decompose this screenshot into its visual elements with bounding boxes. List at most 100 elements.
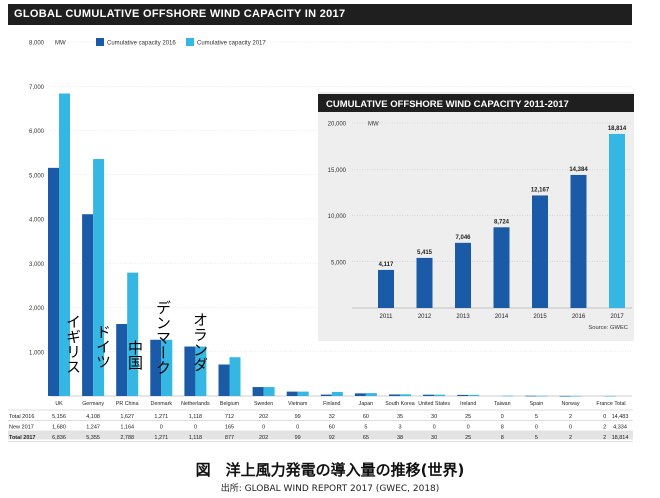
- x-tick-label: Finland: [323, 401, 340, 407]
- table-cell: 2: [569, 414, 572, 420]
- inset-bar-2017: [609, 133, 625, 308]
- x-tick-label: Belgium: [220, 401, 240, 407]
- bar-taiwan-2017: [502, 395, 514, 397]
- table-cell: 60: [363, 414, 369, 420]
- inset-y-tick-label: 15,000: [328, 168, 347, 174]
- bar-sweden-2017: [263, 387, 275, 396]
- bar-germany-2017: [93, 159, 105, 396]
- table-cell: 2: [603, 435, 606, 441]
- x-tick-label: PR China: [116, 401, 139, 407]
- table-cell: 4,108: [86, 414, 100, 420]
- bar-vietnam-2017: [297, 391, 309, 396]
- table-cell: 1,627: [120, 414, 134, 420]
- inset-chart: CUMULATIVE OFFSHORE WIND CAPACITY 2011-2…: [318, 92, 634, 341]
- bar-sweden-2016: [252, 387, 264, 396]
- table-cell: 1,118: [189, 435, 202, 441]
- table-cell: 2: [603, 425, 606, 431]
- table-cell: 92: [329, 435, 335, 441]
- table-cell: 0: [603, 414, 606, 420]
- table-cell: 202: [259, 414, 268, 420]
- bar-finland-2016: [320, 394, 332, 396]
- inset-x-tick-label: 2012: [418, 314, 432, 320]
- bar-norway-2016: [559, 395, 571, 397]
- inset-data-label: 8,724: [494, 219, 510, 225]
- inset-data-label: 18,814: [608, 126, 627, 132]
- bar-spain-2017: [536, 395, 548, 397]
- inset-source: Source: GWEC: [588, 325, 628, 331]
- bar-germany-2016: [82, 214, 94, 396]
- table-cell: 0: [296, 425, 299, 431]
- inset-bar-2013: [455, 242, 471, 308]
- main-chart-legend: Cumulative capacity 2016 Cumulative capac…: [96, 38, 266, 47]
- table-total-row-bg: [8, 430, 633, 440]
- inset-y-tick-label: 20,000: [328, 122, 347, 128]
- japanese-country-annotations: イギリス ドイツ 中国 デンマーク オランダ: [64, 300, 209, 375]
- legend-label: Cumulative capacity 2017: [197, 41, 266, 47]
- x-tick-label: France: [596, 401, 613, 407]
- bar-pr-china-2017: [127, 272, 139, 396]
- bar-belgium-2016: [218, 364, 230, 396]
- table-cell: 2,788: [120, 435, 134, 441]
- x-tick-label: Germany: [82, 401, 104, 407]
- x-tick-label: UK: [55, 401, 63, 407]
- bar-ireland-2017: [468, 394, 480, 396]
- table-cell: 3: [398, 425, 401, 431]
- y-tick-label: 2,000: [29, 306, 45, 312]
- table-row-label: Total 2017: [9, 435, 36, 441]
- table-cell: 0: [467, 425, 470, 431]
- inset-bar-2016: [570, 174, 587, 308]
- table-cell: 0: [535, 425, 538, 431]
- x-tick-label: United States: [418, 401, 450, 407]
- legend-swatch: [186, 38, 194, 46]
- inset-data-label: 14,384: [569, 167, 588, 173]
- table-cell: 38: [397, 435, 403, 441]
- table-cell: 99: [295, 414, 301, 420]
- japanese-annotation: デンマーク: [154, 300, 172, 375]
- bar-japan-2017: [365, 393, 377, 396]
- inset-x-tick-label: 2014: [495, 314, 509, 320]
- table-cell: 712: [225, 414, 234, 420]
- x-tick-label: Netherlands: [181, 401, 210, 407]
- x-tick-label: Vietnam: [288, 401, 308, 407]
- table-cell: 0: [262, 425, 265, 431]
- y-tick-label: 6,000: [29, 129, 45, 135]
- bar-uk-2017: [59, 93, 70, 396]
- inset-data-label: 7,046: [455, 235, 471, 241]
- table-cell: 6,836: [52, 435, 66, 441]
- table-cell: 1,247: [86, 425, 100, 431]
- table-cell: 0: [569, 425, 572, 431]
- x-tick-label: Sweden: [254, 401, 273, 407]
- inset-bar-2012: [416, 257, 433, 308]
- legend-label: Cumulative capacity 2016: [107, 41, 176, 47]
- bar-south-korea-2016: [389, 394, 400, 396]
- inset-data-label: 5,415: [417, 250, 433, 256]
- bar-france-2017: [604, 395, 616, 397]
- x-tick-label: Ireland: [460, 401, 476, 407]
- bar-vietnam-2016: [286, 391, 298, 396]
- data-table: Total 2016 5,156 4,108 1,627 1,271 1,118 712 20…: [8, 409, 633, 442]
- japanese-annotation: 中国: [126, 340, 144, 370]
- x-tick-label: Total: [614, 401, 625, 407]
- inset-bar-2014: [493, 227, 510, 308]
- bar-pr-china-2016: [116, 324, 128, 396]
- inset-x-tick-label: 2013: [456, 314, 470, 320]
- table-cell: 25: [465, 435, 471, 441]
- table-cell: 8: [501, 435, 504, 441]
- y-tick-label: 4,000: [29, 218, 45, 224]
- y-tick-label: 7,000: [29, 85, 45, 91]
- bar-south-korea-2017: [400, 394, 411, 396]
- inset-x-tick-label: 2016: [572, 314, 586, 320]
- table-cell: 1,271: [154, 414, 168, 420]
- bar-denmark-2017: [161, 339, 173, 396]
- table-cell: 32: [329, 414, 335, 420]
- bar-norway-2017: [570, 395, 582, 397]
- bar-finland-2017: [331, 391, 343, 396]
- y-tick-label: 8,000: [29, 41, 45, 47]
- table-cell: 877: [225, 435, 234, 441]
- y-tick-label: 1,000: [29, 350, 45, 356]
- bar-ireland-2016: [457, 394, 469, 396]
- inset-x-tick-label: 2011: [380, 314, 394, 320]
- inset-y-unit-label: MW: [368, 122, 379, 128]
- figure-caption: 図 洋上風力発電の導入量の推移(世界): [195, 461, 465, 479]
